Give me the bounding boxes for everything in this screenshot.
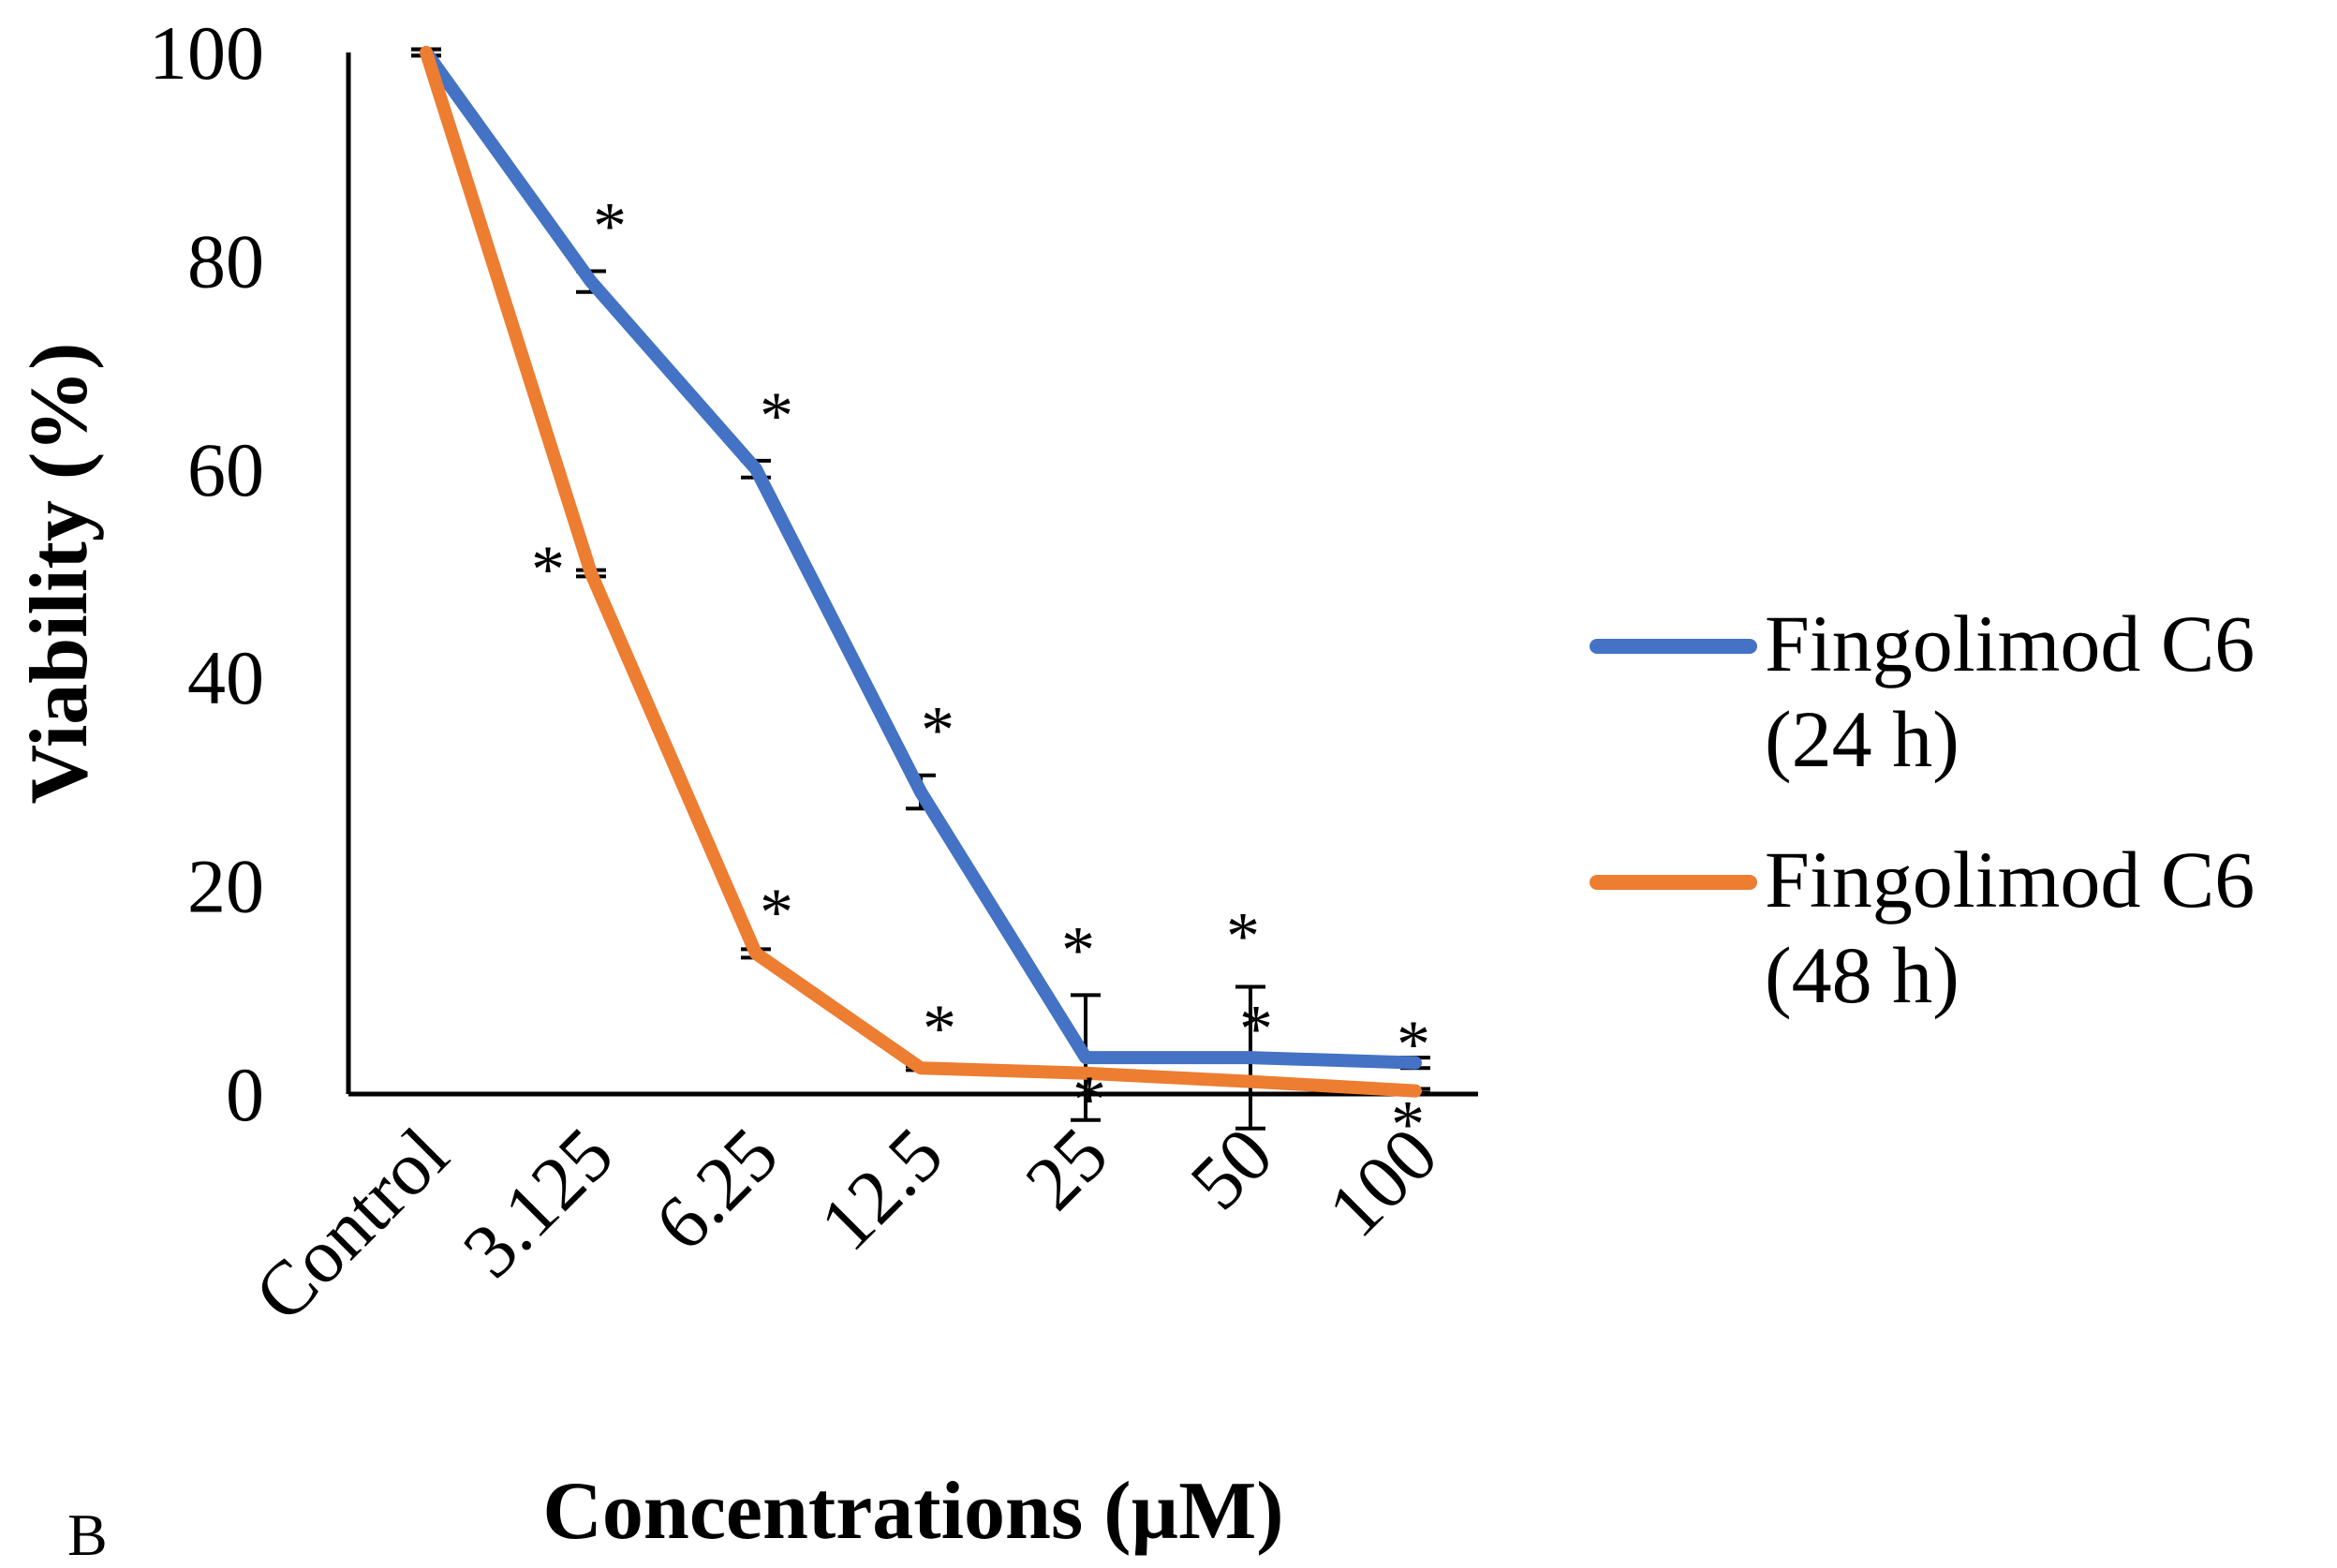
series-line-48h — [420, 46, 1422, 1098]
significance-star-48h-5: * — [1239, 992, 1273, 1067]
legend-label-24h-line1: Fingolimod C6 — [1765, 599, 2255, 688]
y-axis-title: Viability (%) — [14, 343, 105, 805]
significance-star-48h-4: * — [1072, 1062, 1106, 1137]
panel-label: B — [67, 1501, 108, 1568]
y-tick-label-100: 100 — [149, 10, 264, 96]
legend-label-48h-line2: (48 h) — [1765, 930, 1960, 1020]
significance-star-48h-2: * — [760, 875, 793, 950]
x-tick-label-Control: Control — [238, 1111, 465, 1338]
x-tick-label-25: 25 — [1009, 1111, 1123, 1225]
y-tick-label-20: 20 — [187, 844, 264, 929]
legend: Fingolimod C6 (24 h) Fingolimod C6 (48 h… — [1590, 599, 2255, 1020]
significance-star-48h-6: * — [1391, 1087, 1425, 1162]
legend-entry-48h: Fingolimod C6 (48 h) — [1590, 835, 2255, 1020]
y-tick-labels: 0 20 40 60 80 100 — [149, 10, 264, 1137]
significance-star-24h-4: * — [1061, 912, 1095, 987]
significance-star-24h-3: * — [921, 693, 954, 768]
series-line-24h — [420, 46, 1422, 1070]
significance-star-48h-1: * — [531, 532, 565, 607]
legend-label-24h-line2: (24 h) — [1765, 694, 1960, 784]
legend-label-48h-line1: Fingolimod C6 — [1765, 835, 2255, 925]
y-tick-label-40: 40 — [187, 635, 264, 720]
significance-star-24h-5: * — [1226, 898, 1260, 973]
y-tick-label-0: 0 — [226, 1052, 264, 1137]
x-tick-label-100: 100 — [1311, 1111, 1453, 1252]
significance-star-24h-2: * — [760, 378, 793, 453]
x-tick-label-12.5: 12.5 — [804, 1111, 959, 1266]
significance-star-24h-6: * — [1397, 1007, 1430, 1082]
significance-star-48h-3: * — [923, 991, 956, 1066]
series-lines — [420, 46, 1422, 1098]
legend-entry-24h: Fingolimod C6 (24 h) — [1590, 599, 2255, 784]
significance-star-24h-1: * — [593, 189, 627, 264]
x-tick-label-50: 50 — [1174, 1111, 1288, 1225]
x-tick-label-3.125: 3.125 — [447, 1111, 629, 1294]
y-tick-label-60: 60 — [187, 427, 264, 512]
axes — [346, 52, 1478, 1097]
x-tick-label-6.25: 6.25 — [639, 1111, 794, 1266]
x-axis-title: Concentrations (µM) — [542, 1466, 1283, 1557]
y-tick-label-80: 80 — [187, 218, 264, 303]
significance-markers: **** ******** — [531, 189, 1430, 1162]
